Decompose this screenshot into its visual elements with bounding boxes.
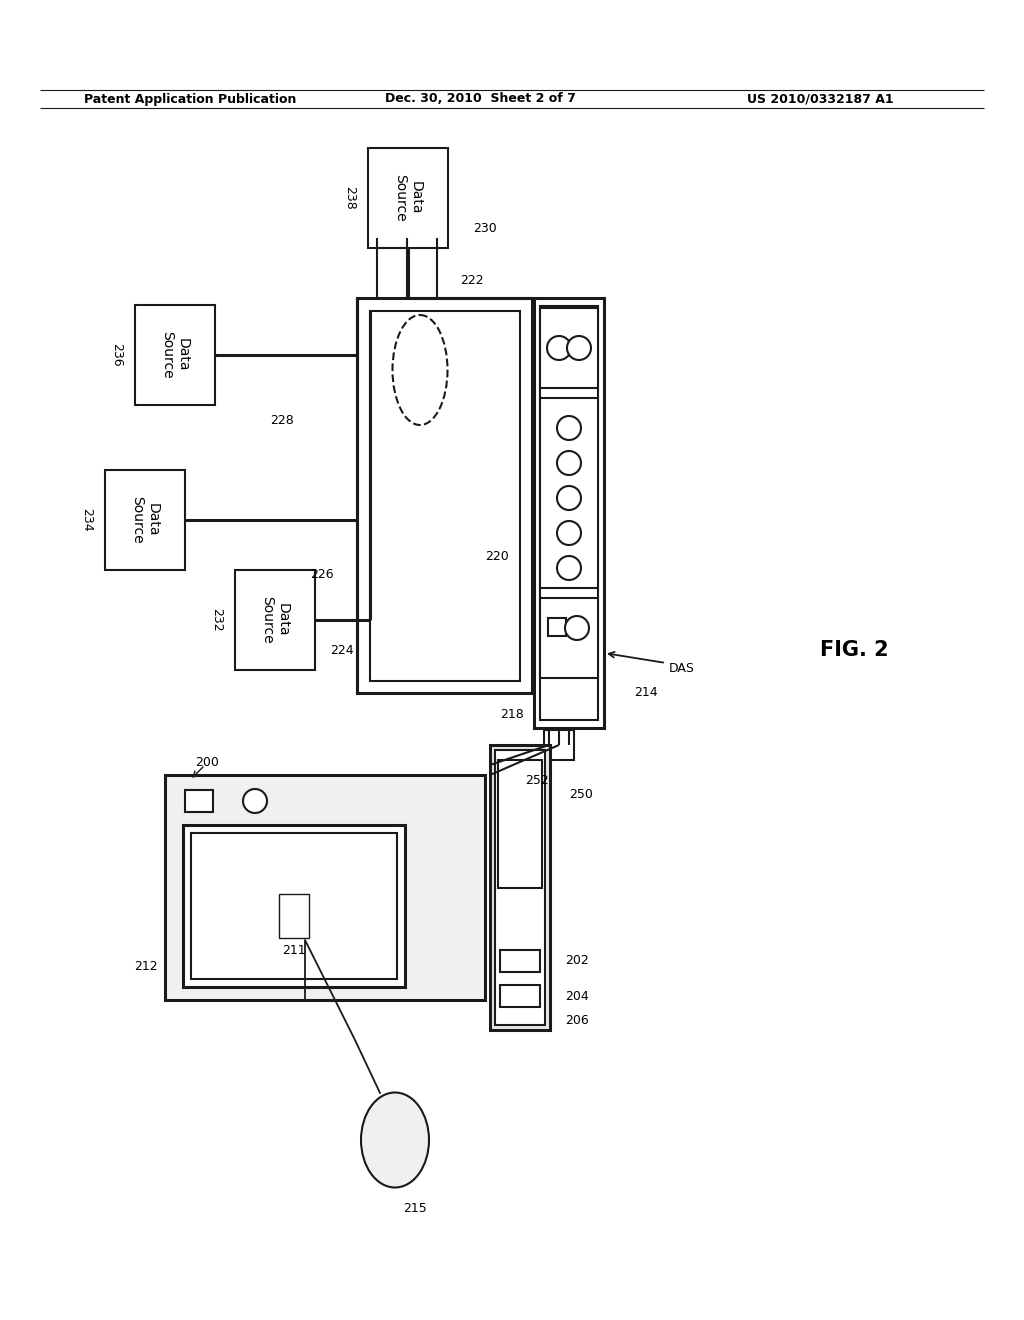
Bar bbox=[357, 298, 532, 693]
Text: Dec. 30, 2010  Sheet 2 of 7: Dec. 30, 2010 Sheet 2 of 7 bbox=[385, 92, 575, 106]
Text: 250: 250 bbox=[569, 788, 593, 801]
Ellipse shape bbox=[361, 1093, 429, 1188]
Bar bbox=[368, 148, 449, 248]
Bar bbox=[500, 950, 540, 972]
Text: 232: 232 bbox=[211, 609, 223, 632]
Bar bbox=[495, 750, 545, 1026]
Bar bbox=[191, 833, 397, 979]
Text: 228: 228 bbox=[270, 413, 294, 426]
Bar bbox=[540, 399, 598, 587]
Bar bbox=[234, 570, 315, 671]
Text: 202: 202 bbox=[565, 954, 589, 968]
Text: 238: 238 bbox=[343, 186, 356, 210]
Text: 226: 226 bbox=[310, 569, 334, 582]
Bar bbox=[540, 306, 598, 719]
Text: 211: 211 bbox=[283, 945, 306, 957]
Text: Source: Source bbox=[260, 597, 274, 644]
Circle shape bbox=[557, 451, 581, 475]
Text: 224: 224 bbox=[330, 644, 353, 656]
Circle shape bbox=[243, 789, 267, 813]
Bar bbox=[185, 789, 213, 812]
Bar bbox=[370, 312, 520, 681]
Bar bbox=[183, 825, 406, 987]
Text: Source: Source bbox=[130, 496, 144, 544]
Text: 204: 204 bbox=[565, 990, 589, 1002]
Circle shape bbox=[547, 337, 571, 360]
Text: 230: 230 bbox=[473, 222, 497, 235]
Text: Data: Data bbox=[146, 503, 160, 537]
Text: 214: 214 bbox=[634, 686, 657, 700]
Bar bbox=[548, 618, 566, 636]
Text: Source: Source bbox=[393, 174, 407, 222]
Circle shape bbox=[557, 556, 581, 579]
Circle shape bbox=[565, 616, 589, 640]
Bar bbox=[387, 1102, 403, 1125]
Text: Source: Source bbox=[160, 331, 174, 379]
Text: 218: 218 bbox=[501, 709, 524, 722]
Circle shape bbox=[567, 337, 591, 360]
Text: 252: 252 bbox=[525, 774, 549, 787]
Bar bbox=[279, 894, 309, 939]
Text: Data: Data bbox=[176, 338, 190, 372]
Text: 236: 236 bbox=[111, 343, 124, 367]
Text: Patent Application Publication: Patent Application Publication bbox=[84, 92, 296, 106]
Text: Data: Data bbox=[409, 181, 423, 215]
Bar bbox=[498, 760, 542, 888]
Circle shape bbox=[557, 521, 581, 545]
Bar bbox=[105, 470, 185, 570]
Bar bbox=[500, 985, 540, 1007]
Bar bbox=[135, 305, 215, 405]
Text: 206: 206 bbox=[565, 1014, 589, 1027]
Bar bbox=[540, 598, 598, 678]
Circle shape bbox=[557, 486, 581, 510]
Bar bbox=[165, 775, 485, 1001]
Bar bbox=[540, 308, 598, 388]
Text: Data: Data bbox=[276, 603, 290, 636]
Text: 215: 215 bbox=[403, 1201, 427, 1214]
Text: 200: 200 bbox=[195, 756, 219, 770]
Text: 234: 234 bbox=[81, 508, 93, 532]
Circle shape bbox=[557, 416, 581, 440]
Bar bbox=[534, 298, 604, 729]
Text: 222: 222 bbox=[460, 273, 483, 286]
Bar bbox=[490, 744, 550, 1030]
Text: 212: 212 bbox=[134, 961, 158, 974]
Text: US 2010/0332187 A1: US 2010/0332187 A1 bbox=[746, 92, 893, 106]
Text: 220: 220 bbox=[485, 549, 509, 562]
Bar bbox=[544, 730, 574, 760]
Text: DAS: DAS bbox=[669, 661, 695, 675]
Text: FIG. 2: FIG. 2 bbox=[820, 640, 889, 660]
